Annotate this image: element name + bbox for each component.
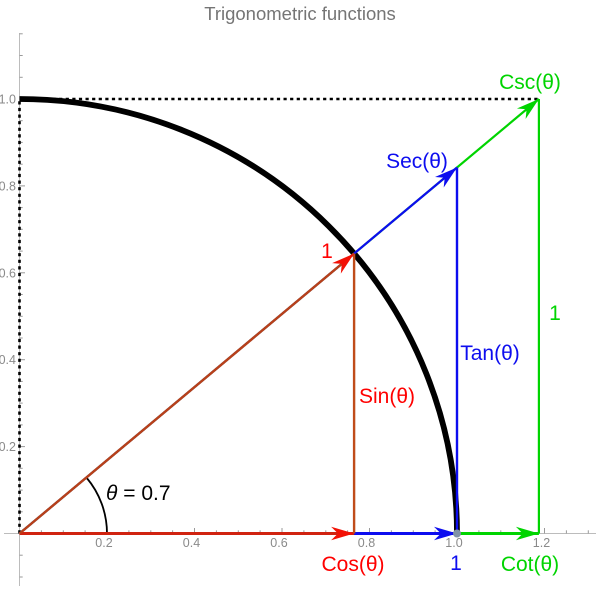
cot-arrow-head bbox=[515, 526, 539, 541]
csc-label: Csc(θ) bbox=[499, 71, 561, 94]
trig-segments-layer bbox=[18, 98, 541, 541]
y-tick-label: 0.8 bbox=[0, 179, 16, 193]
tan-label: Tan(θ) bbox=[460, 342, 520, 365]
y-tick-label: 1.0 bbox=[0, 93, 16, 107]
point-1-0 bbox=[453, 529, 461, 538]
theta-annotation: θ = 0.7 bbox=[106, 482, 171, 505]
radius-arrow-head bbox=[332, 253, 355, 274]
cot-label: Cot(θ) bbox=[501, 553, 559, 576]
radius-arrow bbox=[18, 252, 355, 535]
x-tick-label: 1.2 bbox=[533, 536, 550, 550]
cos-arrow-head bbox=[331, 526, 355, 541]
csc-arrow-head bbox=[516, 99, 539, 119]
sec-label: Sec(θ) bbox=[386, 150, 448, 173]
sin-label: Sin(θ) bbox=[359, 385, 415, 408]
y-tick-label: 0.6 bbox=[0, 266, 16, 280]
cos-label: Cos(θ) bbox=[321, 553, 384, 576]
x-tick-label: 0.6 bbox=[270, 536, 287, 550]
sec-arrow-head bbox=[435, 167, 457, 188]
axis-ticks-layer: 0.2 0.4 0.6 0.8 1.0 1.2 0.2 0.4 0.6 0.8 1.0 bbox=[0, 33, 589, 578]
radius-one-label: 1 bbox=[321, 240, 333, 263]
y-tick-label: 0.4 bbox=[0, 353, 16, 367]
unit-base-arrow-head bbox=[434, 526, 457, 541]
chart-title: Trigonometric functions bbox=[204, 3, 396, 24]
x-tick-label: 0.2 bbox=[95, 536, 112, 550]
x-tick-label: 0.4 bbox=[183, 536, 200, 550]
theta-symbol: θ bbox=[106, 482, 118, 505]
x-tick-label: 1.0 bbox=[445, 536, 462, 550]
theta-value: = 0.7 bbox=[117, 482, 170, 505]
dashed-guides-layer bbox=[18, 97, 539, 534]
base-one-label: 1 bbox=[450, 552, 462, 575]
height-one-label: 1 bbox=[549, 302, 561, 325]
unit-circle-arc bbox=[19, 96, 460, 534]
y-tick-label: 0.2 bbox=[0, 440, 16, 454]
angle-arc bbox=[85, 476, 108, 534]
x-tick-label: 0.8 bbox=[358, 536, 375, 550]
